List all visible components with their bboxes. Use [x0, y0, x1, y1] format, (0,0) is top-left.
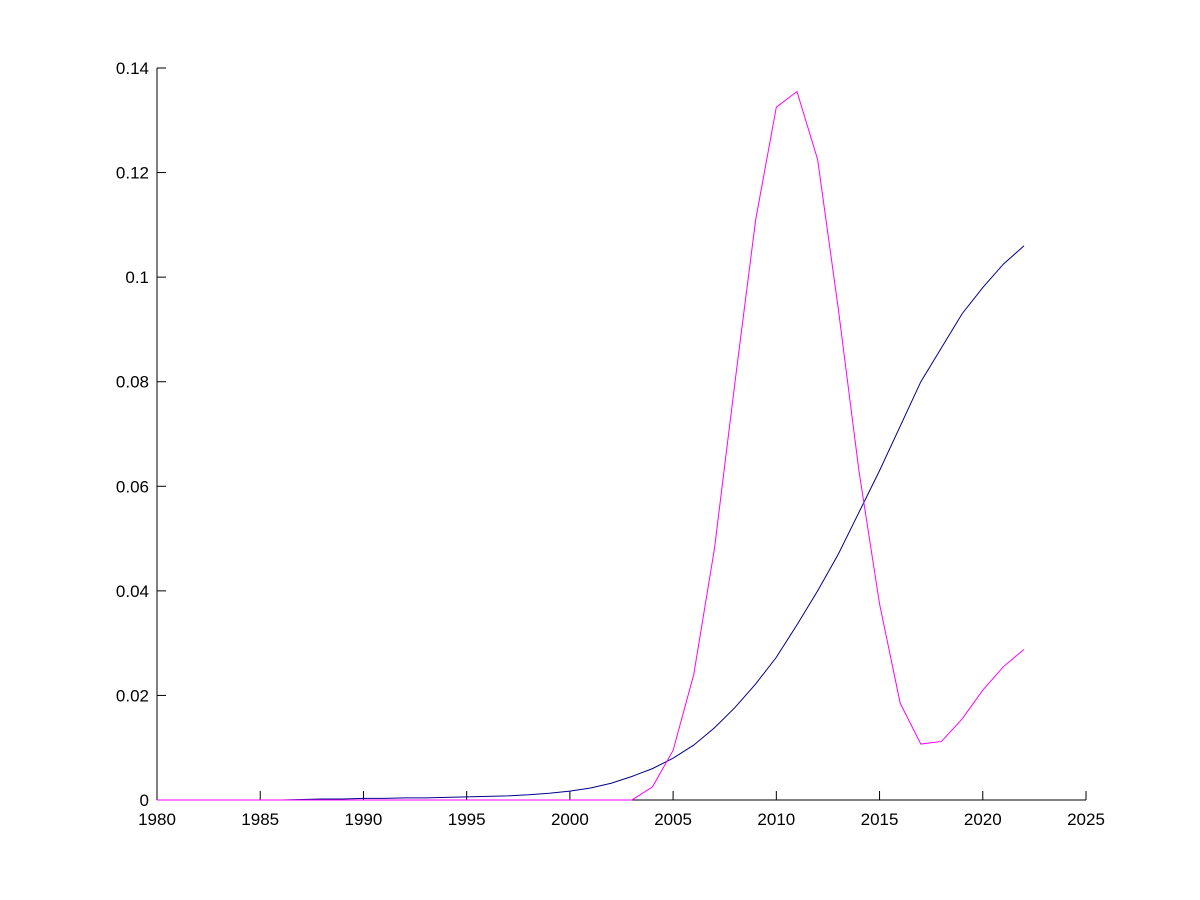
y-tick-label: 0.04: [116, 582, 149, 601]
data-line: [157, 245, 1025, 801]
x-tick-label: 1980: [138, 810, 176, 829]
y-tick-label: 0.02: [116, 686, 149, 705]
x-tick-label: 1990: [345, 810, 383, 829]
x-tick-label: 2005: [654, 810, 692, 829]
y-tick-label: 0.08: [116, 373, 149, 392]
x-tick-label: 2025: [1067, 810, 1105, 829]
data-line: [157, 90, 1025, 801]
x-tick-label: 1995: [448, 810, 486, 829]
x-tick-label: 2015: [861, 810, 899, 829]
y-tick-label: 0.1: [125, 268, 149, 287]
x-tick-label: 2020: [964, 810, 1002, 829]
y-tick-label: 0.14: [116, 59, 149, 78]
x-tick-label: 1985: [241, 810, 279, 829]
x-tick-label: 2000: [551, 810, 589, 829]
y-tick-label: 0.06: [116, 477, 149, 496]
y-tick-label: 0.12: [116, 164, 149, 183]
x-tick-label: 2010: [757, 810, 795, 829]
y-tick-label: 0: [140, 791, 149, 810]
